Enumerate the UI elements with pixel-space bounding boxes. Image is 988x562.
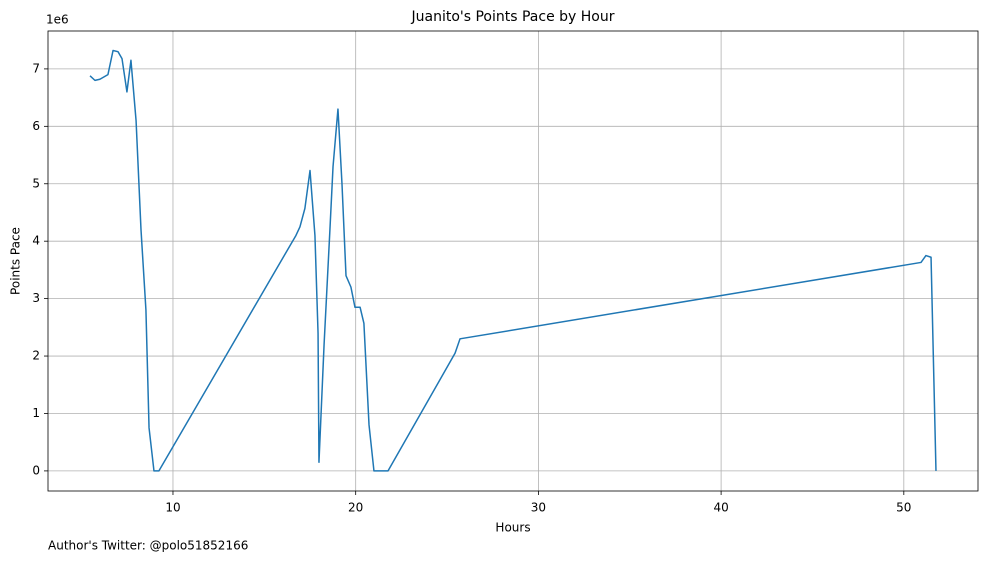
y-tick-label: 3 — [32, 291, 40, 305]
x-tick-label: 10 — [165, 501, 180, 515]
footer: Author's Twitter: @polo51852166 — [48, 539, 248, 553]
y-tick-label: 1 — [32, 406, 40, 420]
y-tick-label: 2 — [32, 349, 40, 363]
y-tick-label: 6 — [32, 119, 40, 133]
y-tick-label: 0 — [32, 463, 40, 477]
plot-frame — [47, 30, 979, 492]
x-axis-label: Hours — [495, 521, 530, 535]
y-tick-label: 4 — [32, 234, 40, 248]
x-tick-label: 20 — [348, 501, 363, 515]
x-tick-label: 50 — [896, 501, 911, 515]
y-axis-label: Points Pace — [9, 227, 23, 295]
y-offset-label: 1e6 — [46, 13, 69, 27]
x-tick-label: 30 — [531, 501, 546, 515]
x-tick-label: 40 — [713, 501, 728, 515]
chart-title: Juanito's Points Pace by Hour — [411, 9, 615, 25]
y-tick-label: 5 — [32, 176, 40, 190]
y-tick-label: 7 — [32, 61, 40, 75]
data-line — [89, 49, 937, 472]
